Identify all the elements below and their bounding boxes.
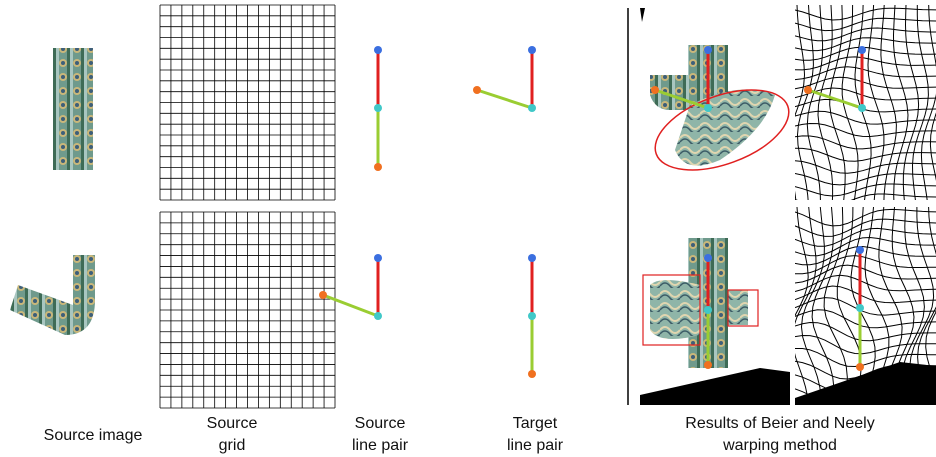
source-image-top (53, 48, 93, 170)
warped-line (795, 28, 936, 41)
caption: warping method (722, 437, 837, 454)
target-line-pair-top (473, 46, 536, 112)
source-image-bottom (10, 255, 95, 335)
warped-line (795, 57, 936, 70)
warped-line (903, 5, 918, 205)
warped-line (795, 8, 936, 20)
caption: Source (207, 415, 258, 432)
artifact (640, 8, 645, 22)
caption: Target (513, 415, 558, 432)
result-image-bottom (640, 238, 790, 405)
warped-line (795, 174, 936, 185)
figure: Source image Source grid Source line pair Tar… (0, 0, 936, 457)
warped-line (812, 207, 834, 407)
caption: line pair (507, 437, 564, 454)
warped-line (795, 67, 936, 80)
captions: Source image Source grid Source line pair Tar… (44, 415, 875, 454)
source-grids (160, 5, 335, 408)
caption: Results of Beier and Neely (685, 415, 874, 432)
warped-line (795, 124, 936, 137)
result-image-top (645, 45, 800, 186)
warped-line (795, 219, 936, 236)
warped-line (795, 298, 936, 316)
source-line-pair-top (374, 46, 382, 171)
caption: Source image (44, 427, 143, 444)
warped-line (795, 99, 936, 112)
target-line-pair-bottom (528, 254, 536, 378)
caption: line pair (352, 437, 409, 454)
warped-line (795, 148, 936, 161)
warped-grid-lines (795, 46, 936, 405)
caption: Source (355, 415, 406, 432)
warped-line (807, 5, 822, 205)
warped-line (818, 5, 833, 205)
caption: grid (219, 437, 246, 454)
warped-line (795, 209, 936, 226)
